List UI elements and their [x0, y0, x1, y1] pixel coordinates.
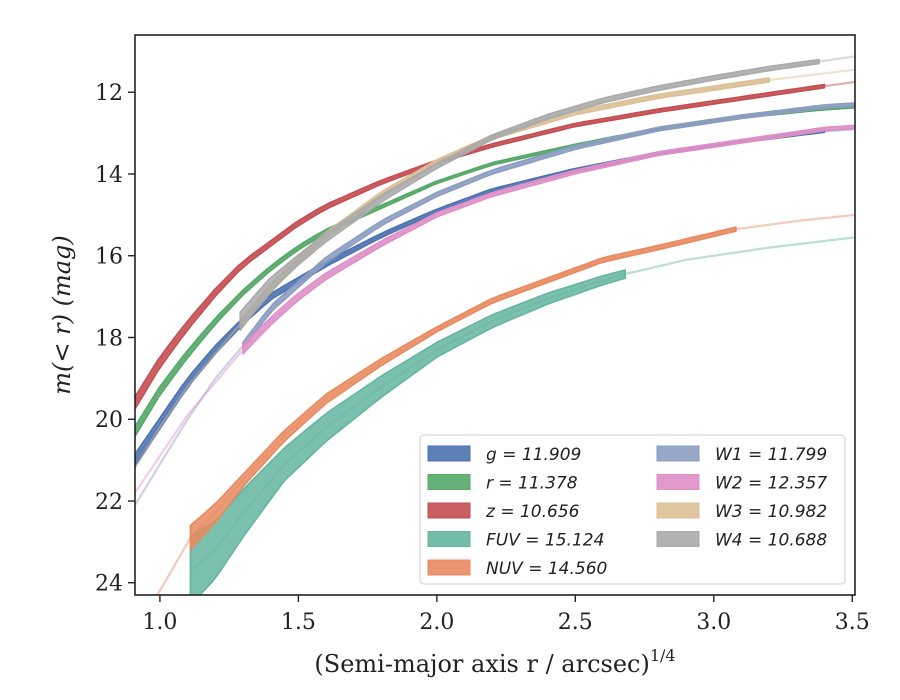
- x-tick-label: 1.5: [281, 610, 316, 635]
- x-axis-exponent: 1/4: [650, 646, 676, 665]
- series-band: [189, 226, 737, 551]
- legend-swatch: [427, 445, 471, 462]
- legend-label: W3 = 10.982: [715, 502, 827, 522]
- x-tick-label: 1.0: [142, 610, 177, 635]
- legend-label: r = 11.378: [486, 474, 578, 494]
- legend-label: NUV = 14.560: [486, 559, 607, 579]
- x-tick-label: 2.0: [419, 610, 454, 635]
- legend-item-w2: W2 = 12.357: [656, 474, 827, 494]
- legend-swatch: [427, 531, 471, 547]
- series-band: [189, 269, 627, 595]
- y-tick-label: 14: [95, 163, 123, 188]
- series-w2: [135, 124, 855, 494]
- legend-item-fuv: FUV = 15.124: [427, 531, 604, 551]
- legend: g = 11.909 r = 11.378 z = 10.656 FUV = 15.1…: [419, 434, 846, 585]
- series-fuv: [189, 236, 855, 595]
- y-tick-label: 16: [95, 245, 123, 270]
- legend-swatch: [656, 474, 700, 490]
- series-band: [135, 129, 826, 468]
- series-layer: [135, 55, 855, 595]
- legend-label: W2 = 12.357: [715, 474, 827, 494]
- series-band: [242, 124, 855, 355]
- y-tick-label: 24: [95, 572, 123, 597]
- legend-item-z: z = 10.656: [427, 502, 580, 522]
- x-tick-label: 2.5: [558, 610, 593, 635]
- y-tick-label: 20: [95, 408, 123, 433]
- series-band: [135, 83, 826, 410]
- x-tick-label: 3.0: [696, 610, 731, 635]
- series-w1: [135, 102, 855, 506]
- legend-item-w4: W4 = 10.688: [656, 531, 827, 551]
- legend-swatch: [656, 531, 700, 547]
- series-w4: [239, 55, 855, 331]
- series-band: [135, 104, 855, 438]
- x-axis-label: (Semi-major axis r / arcsec): [314, 650, 649, 678]
- legend-swatch: [427, 502, 471, 519]
- legend-swatch: [427, 474, 471, 490]
- y-axis-title: m(< r) (mag): [48, 235, 76, 394]
- legend-label: FUV = 15.124: [486, 531, 604, 551]
- legend-item-r: r = 11.378: [427, 474, 578, 494]
- plot-frame: [134, 34, 856, 596]
- legend-box: [419, 434, 846, 585]
- legend-item-nuv: NUV = 14.560: [427, 559, 607, 579]
- y-tick-label: 18: [95, 326, 123, 351]
- y-tick-label: 12: [95, 81, 123, 106]
- series-band: [242, 102, 855, 350]
- legend-item-w1: W1 = 11.799: [656, 445, 827, 465]
- series-band: [239, 58, 820, 331]
- legend-label: W4 = 10.688: [715, 531, 827, 551]
- y-axis: 12 14 16 18 20 22 24: [95, 81, 135, 597]
- legend-swatch: [656, 445, 700, 462]
- series-nuv: [155, 213, 855, 595]
- y-tick-label: 22: [95, 490, 123, 515]
- legend-label: g = 11.909: [486, 445, 581, 465]
- legend-swatch: [656, 502, 700, 519]
- legend-label: z = 10.656: [485, 502, 580, 522]
- legend-label: W1 = 11.799: [715, 445, 827, 465]
- x-tick-label: 3.5: [835, 610, 870, 635]
- legend-swatch: [427, 559, 471, 576]
- x-axis: 1.0 1.5 2.0 2.5 3.0 3.5: [142, 595, 870, 635]
- series-z: [135, 80, 855, 410]
- legend-item-w3: W3 = 10.982: [656, 502, 827, 522]
- legend-item-g: g = 11.909: [427, 445, 581, 465]
- x-axis-title: (Semi-major axis r / arcsec)1/4: [314, 646, 675, 678]
